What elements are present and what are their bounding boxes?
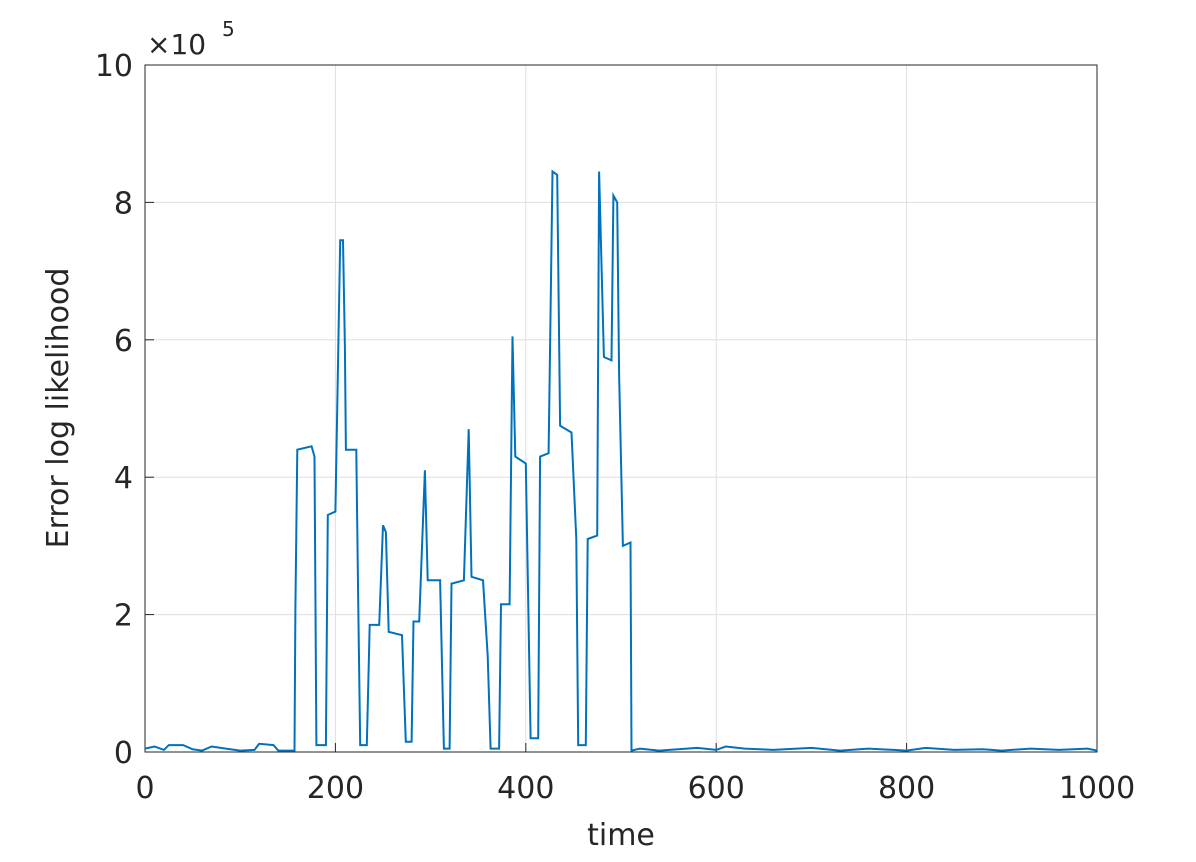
- x-tick-label: 1000: [1059, 771, 1135, 806]
- data-line: [144, 169, 1098, 752]
- y-tick-label: 10: [95, 49, 133, 84]
- plot-frame: [144, 64, 1098, 753]
- x-tick-label: 600: [688, 771, 745, 806]
- y-multiplier: ×10: [147, 28, 206, 61]
- x-tick-label: 400: [497, 771, 554, 806]
- y-tick-label: 8: [114, 186, 133, 221]
- x-tick-label: 0: [135, 771, 154, 806]
- y-axis-label: Error log likelihood: [41, 268, 76, 549]
- y-tick-label: 6: [114, 324, 133, 359]
- y-tick-label: 4: [114, 461, 133, 496]
- y-tick-label: 0: [114, 736, 133, 771]
- x-tick-label: 800: [878, 771, 935, 806]
- y-tick-label: 2: [114, 599, 133, 634]
- x-axis-label: time: [587, 818, 655, 853]
- y-multiplier-exponent: 5: [222, 17, 235, 41]
- x-tick-label: 200: [307, 771, 364, 806]
